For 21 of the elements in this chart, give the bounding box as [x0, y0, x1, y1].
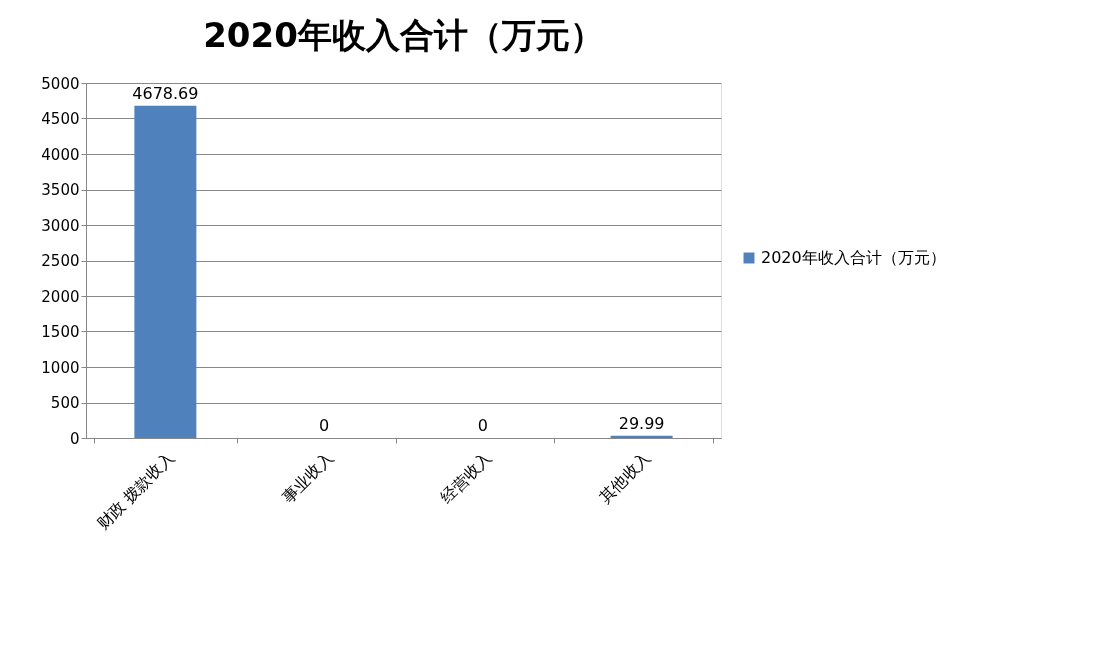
y-tick-label: 4000	[41, 145, 80, 164]
y-tick-label: 2500	[41, 252, 80, 270]
data-label: 0	[477, 416, 488, 435]
legend-label: 2020年收入合计（万元）	[761, 248, 946, 267]
y-tick-label: 0	[69, 429, 80, 448]
x-tick-label: 事业收入	[277, 448, 337, 507]
x-tick-label: 其他收入	[595, 448, 655, 507]
data-label: 29.99	[618, 413, 665, 433]
chart-title: 2020年收入合计（万元）	[203, 15, 604, 55]
y-tick-label: 1000	[41, 358, 80, 377]
y-tick-label: 3000	[41, 216, 80, 235]
y-tick-label: 1500	[41, 323, 80, 341]
y-tick-label: 4500	[41, 110, 80, 128]
y-tick-label: 5000	[41, 74, 80, 93]
x-tick-label: 经营收入	[436, 448, 496, 507]
x-tick-label: 财政 拨款收入	[92, 448, 178, 533]
data-label: 0	[319, 416, 330, 435]
y-tick-label: 3500	[41, 181, 80, 199]
y-tick-label: 500	[50, 394, 80, 412]
data-label: 4678.69	[132, 83, 199, 103]
y-tick-label: 2000	[41, 287, 80, 306]
